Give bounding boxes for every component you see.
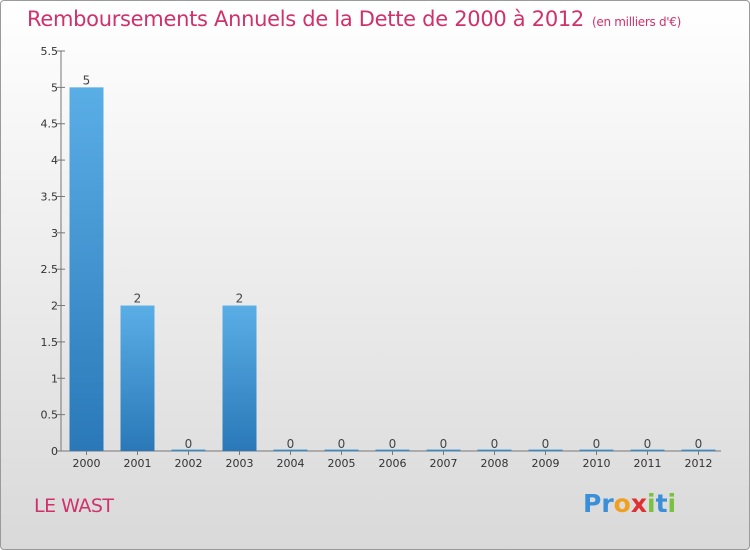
bars [69,87,716,451]
data-label-2000: 5 [83,73,91,87]
logo-letter: o [613,489,631,518]
bar-2012 [681,449,716,451]
x-tick-label-2008: 2008 [481,457,509,470]
bar-2002 [171,449,206,451]
y-tick-label: 2.5 [41,263,59,276]
data-label-2002: 0 [185,437,193,451]
data-label-2003: 2 [236,292,244,306]
bar-2006 [375,449,410,451]
bar-2003 [222,305,257,451]
logo-letter: i [647,489,656,518]
x-tick-label-2006: 2006 [379,457,407,470]
title-text: Remboursements Annuels de la Dette de 20… [27,7,584,31]
bar-2000 [69,87,104,451]
proxiti-logo: Proxiti [583,489,676,518]
y-tick-label: 3 [51,227,58,240]
logo-letter: i [667,489,677,518]
y-tick-label: 4 [51,154,58,167]
bar-2008 [477,449,512,451]
bar-2004 [273,449,308,451]
data-label-2011: 0 [644,437,652,451]
logo-letter: t [655,489,668,518]
y-tick-label: 2 [51,300,58,313]
x-tick-label-2003: 2003 [226,457,254,470]
y-tick-label: 0 [51,445,58,458]
bar-2009 [528,449,563,451]
logo-letter: P [583,489,602,518]
y-tick-label: 1.5 [41,336,59,349]
data-label-2008: 0 [491,437,499,451]
data-label-2004: 0 [287,437,295,451]
labels: 2000 5 2001 2 2002 0 2003 2 2004 0 2005 0 2006 0 2007 0… [73,73,713,470]
x-tick-label-2000: 2000 [73,457,101,470]
x-tick-label-2004: 2004 [277,457,305,470]
bar-2007 [426,449,461,451]
x-tick-label-2005: 2005 [328,457,356,470]
y-tick-label: 5.5 [41,45,59,58]
y-tick-label: 5 [51,81,58,94]
units-label: (en milliers d'€) [592,15,682,29]
y-tick-label: 1 [51,372,58,385]
bar-2011 [630,449,665,451]
data-label-2012: 0 [695,437,703,451]
axes: 0 0.5 1 1.5 2 2.5 3 3.5 4 4.5 5 5.5 [41,45,721,458]
logo-letter: r [601,489,614,518]
y-tick-label: 0.5 [41,409,59,422]
bar-2001 [120,305,155,451]
x-tick-label-2001: 2001 [124,457,152,470]
data-label-2009: 0 [542,437,550,451]
logo-letter: x [630,489,647,518]
data-label-2007: 0 [440,437,448,451]
data-label-2006: 0 [389,437,397,451]
data-label-2010: 0 [593,437,601,451]
bar-2010 [579,449,614,451]
data-label-2005: 0 [338,437,346,451]
data-label-2001: 2 [134,292,142,306]
bar-2005 [324,449,359,451]
commune-name: LE WAST [34,495,114,517]
y-tick-label: 4.5 [41,118,59,131]
x-tick-label-2009: 2009 [532,457,560,470]
x-tick-label-2007: 2007 [430,457,458,470]
y-tick-label: 3.5 [41,190,59,203]
x-tick-label-2010: 2010 [583,457,611,470]
x-tick-label-2002: 2002 [175,457,203,470]
chart-title: Remboursements Annuels de la Dette de 20… [27,7,681,31]
x-tick-label-2011: 2011 [634,457,662,470]
x-tick-label-2012: 2012 [685,457,713,470]
